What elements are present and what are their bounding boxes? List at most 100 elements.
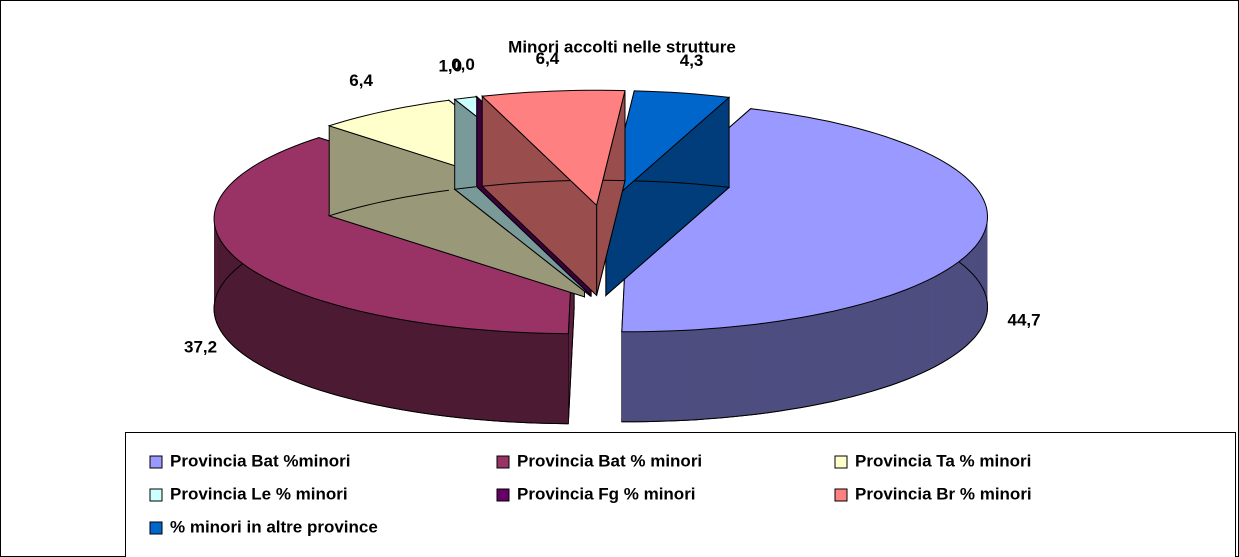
legend-swatch <box>834 488 848 502</box>
slice-side <box>422 323 434 415</box>
data-label: 1,0 <box>438 57 462 76</box>
data-label: 37,2 <box>184 338 217 357</box>
data-label: 6,4 <box>349 71 373 90</box>
slice-side <box>411 321 423 413</box>
slice-side <box>287 288 295 382</box>
slice-side <box>790 317 802 410</box>
slice-side <box>357 310 369 403</box>
slice-side <box>368 313 379 406</box>
slice-side <box>218 236 221 331</box>
data-label: 44,7 <box>1007 311 1040 330</box>
legend-swatch <box>496 488 510 502</box>
legend-label: Provincia Ta % minori <box>855 451 1031 470</box>
slice-side <box>329 302 339 396</box>
slice-side <box>243 263 249 358</box>
slice-side <box>962 255 968 349</box>
slice-side <box>967 251 971 345</box>
slice-side <box>744 324 757 416</box>
slice-side <box>914 283 922 377</box>
legend-label: % minori in altre province <box>170 517 378 536</box>
legend-swatch <box>496 455 510 469</box>
slice-side <box>671 330 684 421</box>
slice-side <box>984 227 986 322</box>
slice-side <box>220 240 224 335</box>
slice-side <box>756 322 768 415</box>
slice-side <box>659 330 672 422</box>
slice-side <box>272 281 280 375</box>
slice-side <box>433 324 446 417</box>
pie-slice <box>481 89 626 297</box>
slice-side <box>947 266 953 360</box>
slice-side <box>621 331 635 422</box>
slice-side <box>226 248 230 343</box>
slice-side <box>530 332 544 424</box>
slice-side <box>469 328 482 420</box>
slice-top <box>481 89 626 207</box>
slice-side <box>389 317 401 410</box>
slice-side <box>646 331 660 422</box>
slice-side <box>980 235 983 330</box>
slice-side <box>906 286 914 380</box>
slice-side <box>223 244 227 339</box>
slice-side <box>481 329 494 421</box>
slice-side <box>872 298 882 392</box>
slice-side <box>215 229 217 323</box>
slice-side <box>977 239 981 334</box>
slice-side <box>767 321 780 413</box>
slice-side <box>708 327 721 419</box>
slice-side <box>898 289 907 383</box>
legend-label: Provincia Bat % minori <box>517 451 702 470</box>
slice-side <box>230 252 234 347</box>
slice-side <box>320 300 329 393</box>
chart-title: Minori accolti nelle strutture <box>508 37 736 56</box>
slice-side <box>378 315 390 408</box>
slice-side <box>302 294 312 388</box>
slice-side <box>518 332 531 423</box>
slice-side <box>812 313 823 406</box>
slice-edge <box>634 180 730 188</box>
data-label: 0,0 <box>451 55 475 74</box>
legend-label: Provincia Fg % minori <box>517 484 696 503</box>
slice-side <box>259 274 266 369</box>
slice-side <box>505 331 519 423</box>
legend-swatch <box>149 488 163 502</box>
slice-side <box>294 291 303 385</box>
slice-edge <box>329 189 449 217</box>
slice-side <box>457 327 470 419</box>
slice-side <box>348 308 358 401</box>
slice-side <box>634 331 647 422</box>
slice-top <box>605 90 731 207</box>
slice-side <box>952 262 958 356</box>
slice-side <box>265 278 273 372</box>
slice-side <box>311 297 320 391</box>
legend-box <box>125 432 1236 557</box>
slice-side <box>238 260 243 354</box>
data-label: 6,4 <box>536 49 560 68</box>
slice-side <box>985 223 987 318</box>
slice-side <box>889 292 899 386</box>
legend-label: Provincia Br % minori <box>855 484 1032 503</box>
slice-side <box>822 311 834 404</box>
legend-swatch <box>149 455 163 469</box>
slice-side <box>982 231 985 326</box>
slice-side <box>233 256 239 351</box>
slice-side <box>881 295 890 389</box>
slice-side <box>862 301 873 394</box>
slice-side <box>958 258 963 353</box>
slice-side <box>971 247 975 342</box>
slice-side <box>248 267 254 362</box>
slice-side <box>974 243 978 338</box>
slice-side <box>400 319 412 412</box>
slice-side <box>683 329 697 421</box>
slice-side <box>216 233 219 327</box>
slice-side <box>779 319 791 412</box>
slice-side <box>493 330 506 422</box>
data-label: 4,3 <box>680 51 704 70</box>
slice-side <box>833 308 844 402</box>
slice-side <box>279 284 287 379</box>
slice-side <box>843 306 854 399</box>
slice-side <box>214 225 216 319</box>
slice-side <box>928 276 936 370</box>
legend-swatch <box>149 521 163 535</box>
